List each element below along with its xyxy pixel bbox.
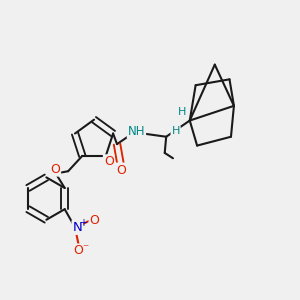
Text: H: H [171,126,180,136]
Text: O: O [50,163,60,176]
Text: N: N [73,221,82,234]
Text: O: O [116,164,126,176]
Text: O: O [74,244,83,257]
Text: O: O [104,155,114,168]
Text: +: + [79,218,87,228]
Text: O: O [89,214,99,227]
Text: NH: NH [128,125,145,138]
Text: ⁻: ⁻ [82,242,88,255]
Text: H: H [178,107,187,117]
